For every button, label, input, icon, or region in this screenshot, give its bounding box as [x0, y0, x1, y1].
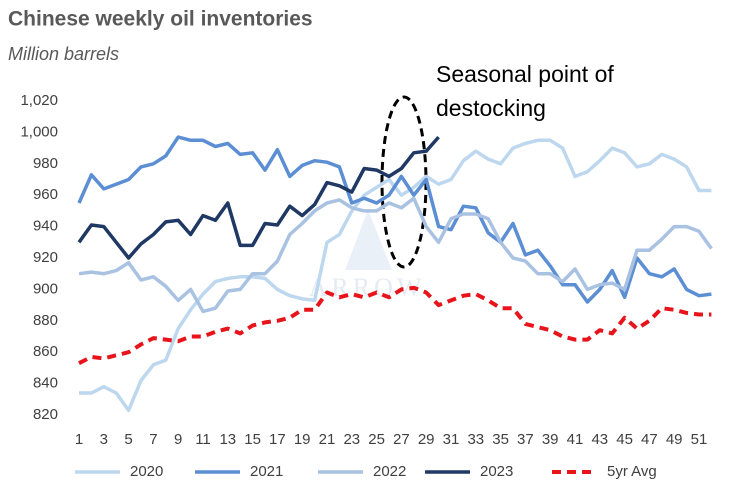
x-tick-label: 9: [174, 431, 182, 448]
x-tick-label: 35: [492, 431, 509, 448]
x-tick-label: 1: [75, 431, 83, 448]
y-tick-label: 900: [33, 280, 58, 297]
series-line: [78, 196, 713, 314]
legend-label: 2020: [130, 463, 163, 480]
y-tick-label: 860: [33, 343, 58, 360]
x-tick-label: 33: [467, 431, 484, 448]
x-tick-label: 19: [294, 431, 311, 448]
x-tick-label: 15: [244, 431, 261, 448]
y-tick-label: 840: [33, 375, 58, 392]
x-tick-label: 27: [393, 431, 410, 448]
y-tick-label: 940: [33, 218, 58, 235]
x-tick-label: 25: [368, 431, 385, 448]
watermark-logo: [345, 210, 392, 270]
x-tick-label: 5: [124, 431, 132, 448]
x-tick-label: 43: [591, 431, 608, 448]
y-tick-label: 980: [33, 155, 58, 172]
x-tick-label: 23: [343, 431, 360, 448]
y-tick-label: 1,000: [20, 123, 58, 140]
x-tick-label: 45: [616, 431, 633, 448]
chart-title: Chinese weekly oil inventories: [8, 8, 313, 31]
x-tick-label: 11: [195, 431, 211, 448]
legend-label: 5yr Avg: [607, 463, 657, 480]
x-tick-label: 13: [219, 431, 236, 448]
y-tick-label: 960: [33, 186, 58, 203]
y-tick-label: 920: [33, 249, 58, 266]
series-line: [77, 135, 712, 304]
y-tick-label: 820: [33, 406, 58, 423]
watermark: ARROW: [309, 273, 426, 302]
legend-label: 2023: [480, 463, 513, 480]
y-tick-label: 1,020: [20, 92, 58, 109]
x-tick-label: 29: [418, 431, 435, 448]
x-tick-label: 41: [567, 431, 584, 448]
x-tick-label: 37: [517, 431, 534, 448]
x-tick-label: 7: [149, 431, 157, 448]
x-tick-label: 21: [319, 431, 336, 448]
chart-subtitle: Million barrels: [8, 44, 119, 64]
x-tick-label: 47: [641, 431, 658, 448]
x-tick-label: 51: [691, 431, 708, 448]
x-tick-label: 31: [443, 431, 460, 448]
annotation: Seasonal point of: [436, 61, 614, 87]
legend-label: 2021: [250, 463, 283, 480]
x-tick-label: 17: [269, 431, 286, 448]
x-tick-label: 39: [542, 431, 559, 448]
x-tick-label: 3: [100, 431, 108, 448]
y-tick-label: 880: [33, 312, 58, 329]
x-tick-label: 49: [666, 431, 683, 448]
series-line: [77, 135, 440, 260]
series-line: [78, 285, 712, 365]
annotation: destocking: [436, 95, 546, 121]
legend-label: 2022: [373, 463, 406, 480]
